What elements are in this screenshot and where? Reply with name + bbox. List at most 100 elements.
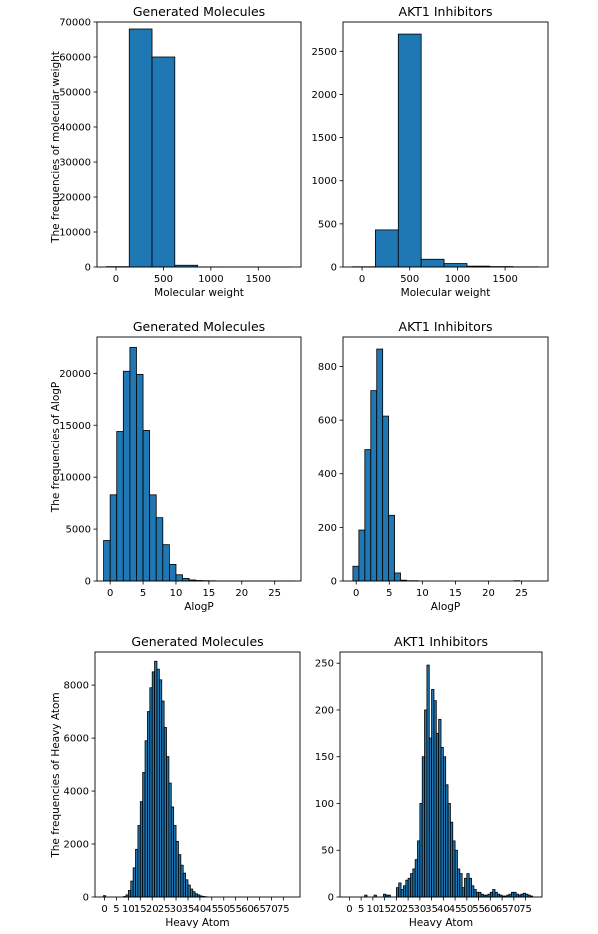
xtick-label-alogp-generated-5: 25 [268, 588, 281, 599]
chart-mw-akt1: 0 500 1000 1500 0 500 1000 1500 2000 2500 AKT1 Inh… [312, 4, 549, 299]
ytick-label-alogp-akt1-0: 0 [331, 577, 337, 588]
axes-frame-mw-generated [96, 21, 302, 268]
xtick-label-mw-generated-0: 0 [113, 274, 119, 285]
xtick-label-heavy-akt1-10: 50 [460, 904, 473, 915]
bar-alogp-generated-11 [175, 574, 183, 582]
xtick-label-heavy-akt1-4: 20 [390, 904, 403, 915]
bar-alogp-generated-5 [136, 373, 144, 582]
bar-alogp-generated-4 [129, 346, 137, 582]
xtick-label-heavy-generated-8: 40 [194, 904, 207, 915]
ytick-label-heavy-akt1-1: 50 [321, 846, 334, 857]
ytick-label-mw-akt1-1: 500 [318, 219, 337, 230]
ytick-label-alogp-generated-3: 15000 [59, 421, 91, 432]
bar-alogp-generated-9 [162, 544, 170, 582]
ytick-label-heavy-generated-0: 0 [83, 893, 89, 904]
ylabel-row3: The frequencies of Heavy Atom [50, 692, 62, 858]
xlabel-mw-generated: Molecular weight [154, 287, 244, 299]
xlabel-alogp-akt1: AlogP [431, 601, 461, 613]
chart-title-mw-generated: Generated Molecules [133, 4, 265, 19]
xtick-label-heavy-generated-10: 50 [217, 904, 230, 915]
bars-heavy-generated [102, 660, 208, 898]
xtick-label-heavy-akt1-6: 30 [413, 904, 426, 915]
xtick-label-alogp-akt1-4: 20 [482, 588, 495, 599]
xtick-label-mw-generated-1: 500 [154, 274, 173, 285]
ytick-label-mw-generated-5: 50000 [59, 88, 91, 99]
xtick-label-mw-akt1-2: 1000 [445, 274, 470, 285]
xtick-label-heavy-akt1-15: 75 [519, 904, 532, 915]
ytick-label-mw-akt1-5: 2500 [312, 47, 337, 58]
xtick-label-heavy-generated-7: 35 [182, 904, 195, 915]
bar-mw-akt1-2 [397, 33, 422, 268]
xtick-label-heavy-generated-6: 30 [170, 904, 183, 915]
xtick-label-heavy-akt1-3: 15 [378, 904, 391, 915]
ytick-label-heavy-akt1-4: 200 [315, 705, 334, 716]
ytick-label-mw-akt1-2: 1000 [312, 176, 337, 187]
bar-alogp-akt1-1 [358, 529, 366, 582]
chart-heavy-akt1: 0 5 10 15 20 25 30 35 40 45 50 55 60 65 70 750501001502… [315, 634, 543, 929]
bars-heavy-akt1 [364, 664, 534, 898]
xtick-label-mw-akt1-1: 500 [400, 274, 419, 285]
bar-mw-generated-2 [151, 56, 176, 268]
xlabel-mw-akt1: Molecular weight [401, 287, 491, 299]
ytick-label-heavy-akt1-2: 100 [315, 799, 334, 810]
xtick-label-heavy-generated-14: 70 [265, 904, 278, 915]
chart-title-mw-akt1: AKT1 Inhibitors [399, 4, 493, 19]
bars-alogp-generated [103, 346, 295, 582]
xtick-label-mw-akt1-0: 0 [359, 274, 365, 285]
xtick-label-alogp-akt1-3: 15 [449, 588, 462, 599]
xtick-label-heavy-generated-11: 55 [229, 904, 242, 915]
ytick-label-alogp-generated-4: 20000 [59, 369, 91, 380]
chart-title-heavy-akt1: AKT1 Inhibitors [394, 634, 488, 649]
ytick-label-mw-akt1-3: 1500 [312, 133, 337, 144]
chart-alogp-akt1: 0 5 10 15 20 25 0 200 400 600 800 AKT1 Inhibitors Al… [318, 319, 549, 613]
bar-alogp-akt1-7 [394, 572, 401, 582]
ylabel-row1: The frequencies of molecular weight [50, 51, 62, 244]
xtick-label-alogp-generated-2: 10 [170, 588, 183, 599]
ytick-label-alogp-akt1-4: 800 [318, 362, 337, 373]
xtick-label-heavy-akt1-1: 5 [358, 904, 364, 915]
chart-title-heavy-generated: Generated Molecules [131, 634, 263, 649]
axes-frame-heavy-generated [94, 651, 301, 898]
xtick-label-alogp-generated-0: 0 [107, 588, 113, 599]
xtick-label-heavy-generated-3: 15 [134, 904, 147, 915]
ytick-label-heavy-generated-2: 4000 [64, 787, 89, 798]
bar-alogp-akt1-0 [352, 565, 360, 582]
xtick-label-heavy-generated-5: 25 [158, 904, 171, 915]
bar-alogp-akt1-2 [364, 449, 372, 582]
chart-title-alogp-generated: Generated Molecules [133, 319, 265, 334]
xtick-label-heavy-akt1-0: 0 [346, 904, 352, 915]
ytick-label-alogp-akt1-3: 600 [318, 416, 337, 427]
xlabel-heavy-akt1: Heavy Atom [409, 917, 473, 929]
xlabel-alogp-generated: AlogP [184, 601, 214, 613]
ylabel-row2: The frequencies of AlogP [50, 382, 62, 513]
ytick-label-heavy-akt1-5: 250 [315, 659, 334, 670]
ytick-label-alogp-generated-2: 10000 [59, 473, 91, 484]
xtick-label-heavy-akt1-7: 35 [425, 904, 438, 915]
xtick-label-heavy-akt1-11: 55 [472, 904, 485, 915]
ytick-label-mw-generated-6: 60000 [59, 53, 91, 64]
xtick-label-alogp-generated-1: 5 [140, 588, 146, 599]
xtick-label-mw-generated-2: 1000 [198, 274, 223, 285]
bar-alogp-akt1-5 [382, 415, 390, 582]
ytick-label-heavy-akt1-3: 150 [315, 752, 334, 763]
bar-alogp-generated-10 [168, 563, 177, 582]
bar-mw-generated-1 [128, 28, 153, 268]
bar-mw-akt1-1 [375, 229, 399, 268]
bars-mw-generated [106, 28, 292, 268]
xtick-label-mw-generated-3: 1500 [246, 274, 271, 285]
axes-frame-alogp-generated [96, 336, 302, 582]
ytick-label-heavy-akt1-0: 0 [328, 893, 334, 904]
axes-frame-alogp-akt1 [342, 336, 549, 582]
chart-alogp-generated: 0 5 10 15 20 25 0 5000 10000 15000 20000 Generated … [59, 319, 302, 613]
bar-alogp-generated-2 [116, 431, 124, 582]
bars-alogp-akt1 [352, 348, 520, 582]
ytick-label-alogp-generated-0: 0 [85, 577, 91, 588]
xtick-label-alogp-akt1-1: 5 [386, 588, 392, 599]
bars-mw-akt1 [352, 33, 539, 268]
xlabel-heavy-generated: Heavy Atom [165, 917, 229, 929]
chart-title-alogp-akt1: AKT1 Inhibitors [399, 319, 493, 334]
xtick-label-heavy-akt1-2: 10 [367, 904, 380, 915]
ytick-label-mw-akt1-0: 0 [331, 263, 337, 274]
xtick-label-heavy-akt1-12: 60 [484, 904, 497, 915]
ytick-label-mw-generated-0: 0 [85, 263, 91, 274]
